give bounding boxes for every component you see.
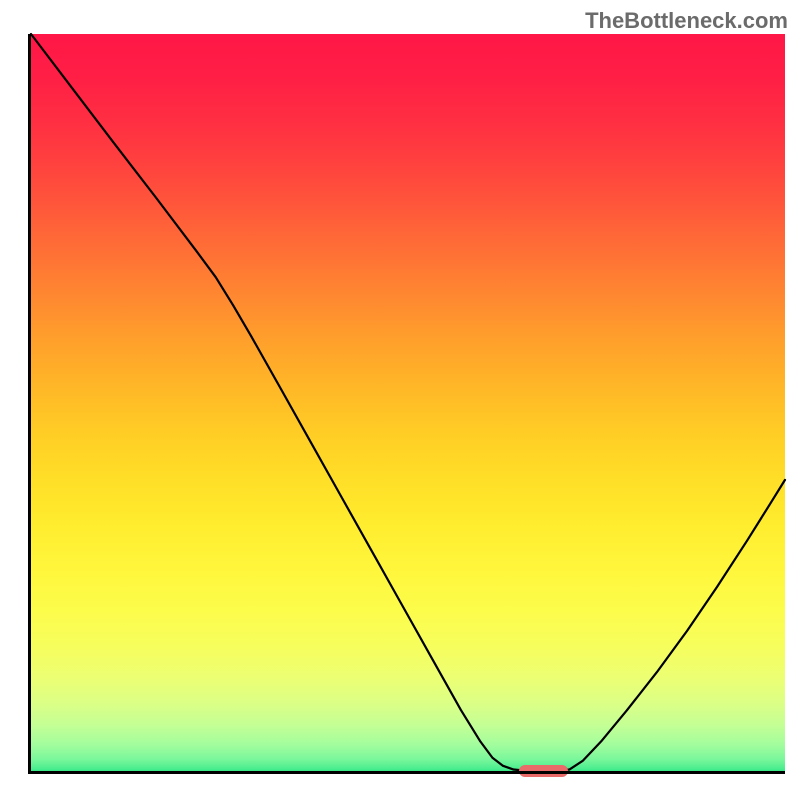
y-axis [28,34,31,774]
watermark-text: TheBottleneck.com [585,8,788,34]
chart-container: TheBottleneck.com [0,0,800,800]
bottleneck-curve [28,34,785,774]
x-axis [28,771,785,774]
plot-area [28,34,785,774]
